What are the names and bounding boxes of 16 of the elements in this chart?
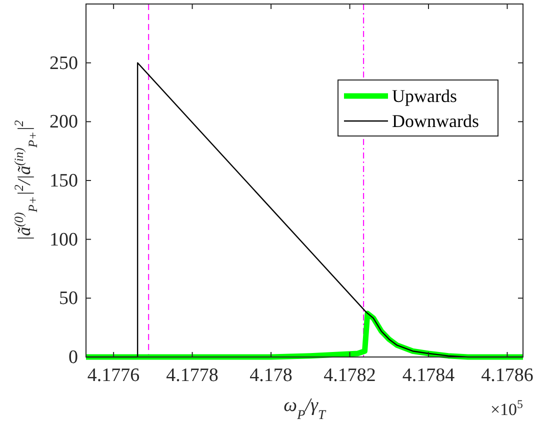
x-tick-label: 4.1776 [87, 365, 140, 386]
x-tick-label: 4.1784 [402, 365, 456, 386]
y-tick-label: 100 [50, 229, 78, 250]
y-tick-label: 50 [59, 288, 78, 310]
x-tick-label: 4.1778 [166, 365, 218, 386]
y-tick-label: 250 [50, 52, 78, 74]
y-tick-label: 150 [50, 170, 78, 192]
x-axis-title: ω$_{P}$/γ$_{T}$ [284, 395, 327, 422]
y-tick-label: 200 [50, 112, 78, 133]
legend-label: Upwards [392, 86, 457, 106]
x-tick-label: 4.178 [250, 365, 292, 386]
legend-label: Downwards [392, 111, 479, 131]
y-tick-label: 0 [68, 347, 78, 368]
text: ×10$^{5}$ [490, 397, 524, 419]
x-tick-label: 4.1782 [324, 365, 376, 386]
x-tick-label: 4.1786 [481, 365, 534, 386]
